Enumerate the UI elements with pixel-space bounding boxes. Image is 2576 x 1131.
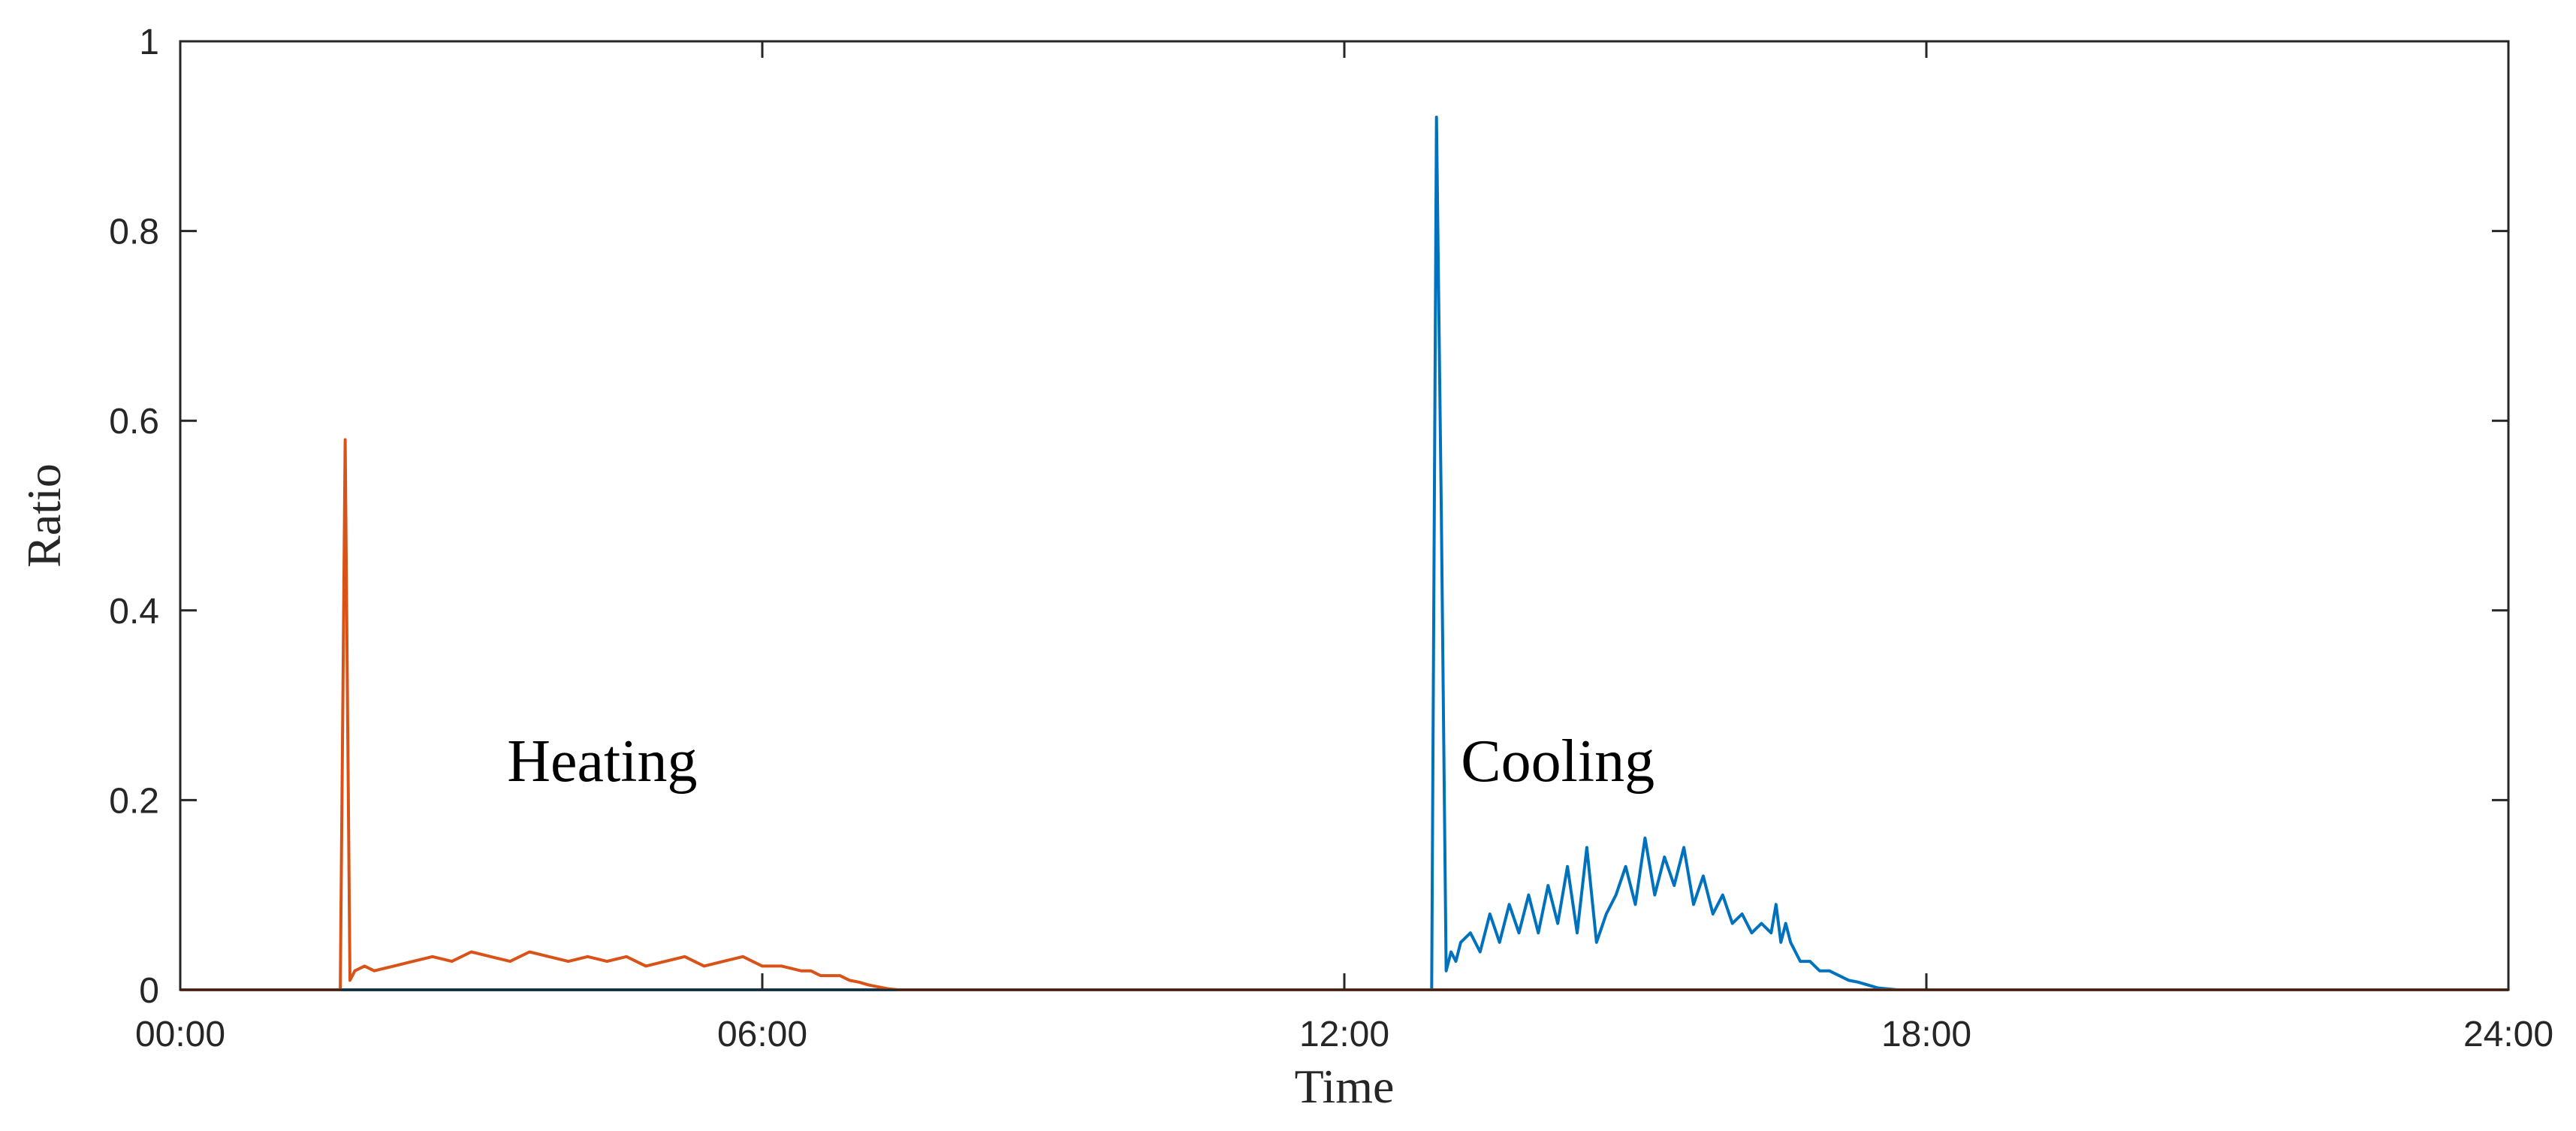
- x-axis: 00:00 06:00 12:00 18:00 24:00: [135, 41, 2553, 1054]
- x-tick-label: 00:00: [135, 1015, 225, 1054]
- x-tick-label: 24:00: [2463, 1015, 2553, 1054]
- annotations: Heating Cooling: [507, 728, 1654, 795]
- y-tick-label: 0.6: [109, 402, 159, 442]
- y-tick-label: 0.2: [109, 781, 159, 821]
- x-tick-label: 06:00: [717, 1015, 807, 1054]
- y-tick-label: 0.8: [109, 213, 159, 252]
- x-tick-label: 18:00: [1881, 1015, 1971, 1054]
- y-axis: 0 0.2 0.4 0.6 0.8 1: [109, 23, 2508, 1011]
- y-tick-label: 0: [139, 971, 159, 1011]
- series-line-1: [180, 438, 2508, 991]
- annotation-label: Heating: [507, 728, 697, 795]
- x-tick-label: 12:00: [1299, 1015, 1389, 1054]
- y-axis-title: Ratio: [17, 463, 71, 568]
- annotation-label: Cooling: [1461, 728, 1654, 795]
- series-line-0: [180, 116, 2508, 991]
- y-tick-label: 1: [139, 23, 159, 62]
- series-layer: [180, 116, 2508, 991]
- x-axis-title: Time: [1295, 1060, 1395, 1113]
- y-tick-label: 0.4: [109, 592, 159, 632]
